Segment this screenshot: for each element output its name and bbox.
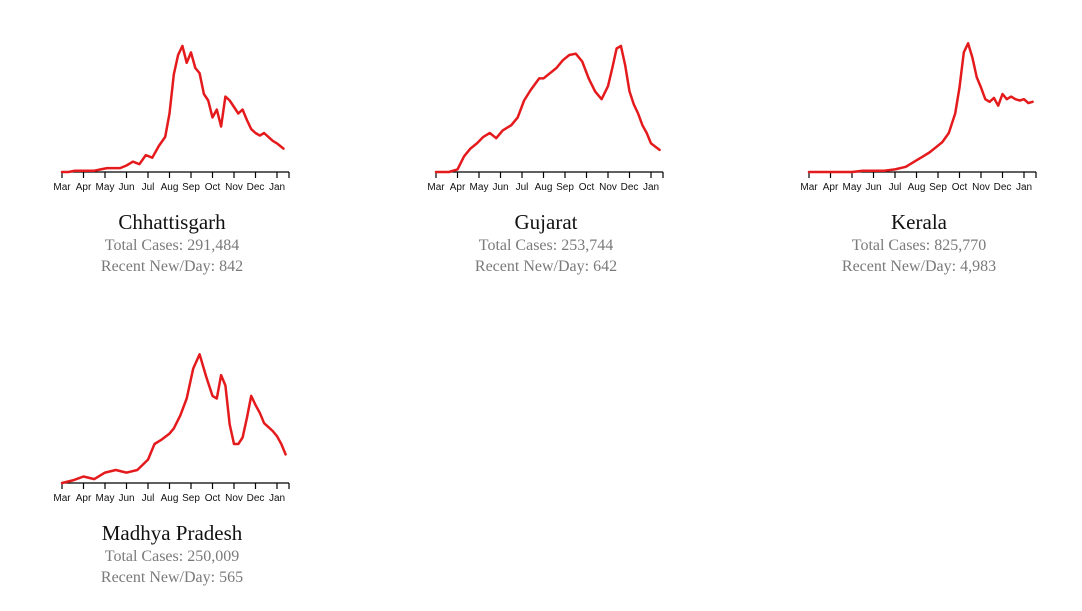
x-tick-label: Jan	[1016, 182, 1032, 193]
x-tick-label: Sep	[929, 182, 947, 193]
x-tick-label: Oct	[579, 182, 595, 193]
x-tick-label: Oct	[952, 182, 968, 193]
series-line	[807, 42, 1034, 174]
recent-new-per-day: Recent New/Day: 842	[100, 258, 244, 275]
line-chart-gujarat: Mar Apr May Jun Jul Aug Sep Oct Nov Dec Jan	[427, 44, 664, 193]
chart-panel-chhattisgarh: Mar Apr May Jun Jul Aug Sep Oct Nov Dec Jan Chhatt…	[52, 12, 292, 275]
x-tick-label: Sep	[556, 182, 574, 193]
x-tick-label: Dec	[621, 182, 639, 193]
x-tick-label: Mar	[800, 182, 818, 193]
x-tick-label: Dec	[994, 182, 1012, 193]
recent-new-per-day: Recent New/Day: 642	[474, 258, 618, 275]
x-tick-label: Jun	[118, 182, 134, 193]
x-tick-label: Aug	[161, 493, 179, 504]
state-name: Gujarat	[514, 210, 578, 234]
total-cases: Total Cases: 291,484	[104, 237, 240, 254]
x-tick-label: Jan	[643, 182, 659, 193]
state-name: Kerala	[891, 210, 947, 234]
x-tick-label: Aug	[908, 182, 926, 193]
x-tick-label: Sep	[182, 493, 200, 504]
x-tick-label: Mar	[53, 182, 71, 193]
x-tick-label: Sep	[182, 182, 200, 193]
state-name: Madhya Pradesh	[101, 521, 243, 545]
x-tick-label: Aug	[161, 182, 179, 193]
x-tick-label: May	[96, 493, 115, 504]
x-tick-label: Apr	[823, 182, 839, 193]
x-tick-label: May	[96, 182, 115, 193]
chart-panel-gujarat: Mar Apr May Jun Jul Aug Sep Oct Nov Dec Jan Gujara…	[426, 12, 666, 275]
x-tick-label: Dec	[247, 182, 265, 193]
x-tick-label: Apr	[76, 182, 92, 193]
total-cases: Total Cases: 825,770	[851, 237, 987, 254]
x-tick-label: Nov	[599, 182, 617, 193]
x-tick-label: Apr	[76, 493, 92, 504]
x-tick-label: Dec	[247, 493, 265, 504]
series-line	[60, 44, 285, 174]
x-tick-label: Oct	[205, 493, 221, 504]
line-chart-madhya-pradesh: Mar Apr May Jun Jul Aug Sep Oct Nov Dec Jan	[53, 353, 290, 504]
total-cases: Total Cases: 253,744	[478, 237, 614, 254]
x-tick-label: Mar	[427, 182, 445, 193]
x-tick-label: Nov	[225, 182, 243, 193]
recent-new-per-day: Recent New/Day: 565	[100, 569, 244, 586]
state-name: Chhattisgarh	[118, 210, 226, 234]
x-tick-label: Oct	[205, 182, 221, 193]
x-tick-label: Aug	[535, 182, 553, 193]
series-line	[60, 353, 287, 485]
x-tick-label: Jul	[142, 493, 155, 504]
x-tick-label: Jul	[142, 182, 155, 193]
x-tick-label: Jul	[516, 182, 529, 193]
x-tick-label: Jan	[269, 493, 285, 504]
series-line	[434, 44, 661, 174]
x-tick-label: Jun	[118, 493, 134, 504]
x-tick-label: May	[843, 182, 862, 193]
x-tick-label: May	[470, 182, 489, 193]
chart-panel-madhya-pradesh: Mar Apr May Jun Jul Aug Sep Oct Nov Dec Jan Madhya…	[52, 323, 292, 586]
line-chart-chhattisgarh: Mar Apr May Jun Jul Aug Sep Oct Nov Dec Jan	[53, 44, 290, 193]
x-tick-label: Mar	[53, 493, 71, 504]
x-tick-label: Jul	[889, 182, 902, 193]
x-tick-label: Jun	[865, 182, 881, 193]
recent-new-per-day: Recent New/Day: 4,983	[841, 258, 997, 275]
x-tick-label: Apr	[450, 182, 466, 193]
chart-panel-kerala: Mar Apr May Jun Jul Aug Sep Oct Nov Dec Jan Kerala…	[799, 12, 1039, 275]
line-chart-kerala: Mar Apr May Jun Jul Aug Sep Oct Nov Dec Jan	[800, 42, 1037, 193]
total-cases: Total Cases: 250,009	[104, 548, 240, 565]
x-tick-label: Jan	[269, 182, 285, 193]
x-tick-label: Jun	[492, 182, 508, 193]
x-tick-label: Nov	[225, 493, 243, 504]
x-tick-label: Nov	[972, 182, 990, 193]
